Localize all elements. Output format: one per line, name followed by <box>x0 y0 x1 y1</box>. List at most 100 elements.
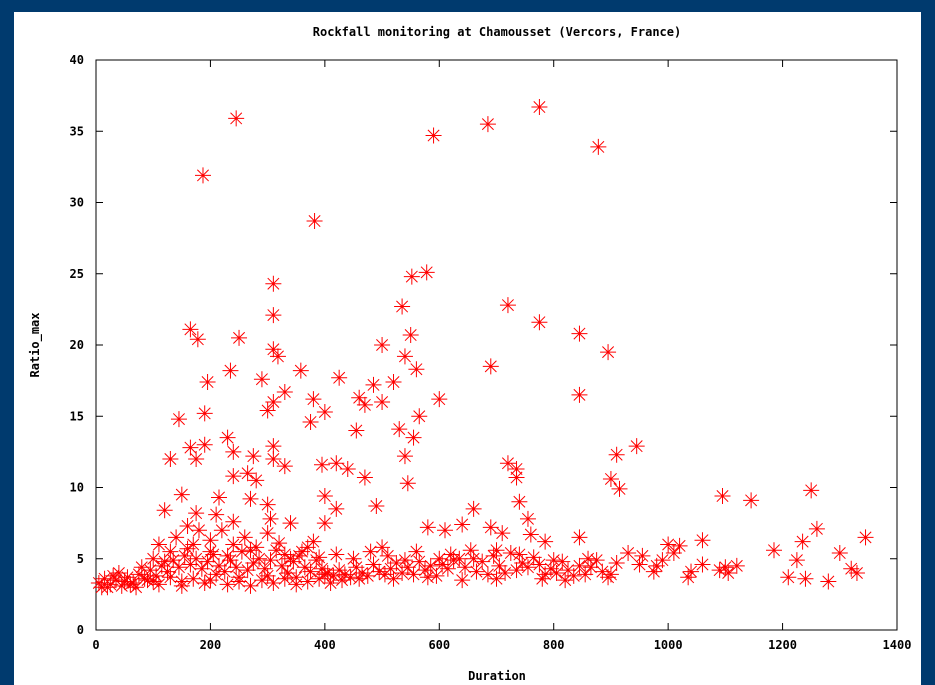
data-point <box>170 411 187 428</box>
data-point <box>316 403 333 420</box>
data-point <box>437 522 454 539</box>
data-point <box>765 542 782 559</box>
data-point <box>202 532 219 549</box>
data-point <box>208 566 225 583</box>
y-tick-label: 30 <box>70 196 84 210</box>
data-point <box>242 577 259 594</box>
data-point <box>514 555 531 572</box>
data-point <box>282 515 299 532</box>
data-point <box>848 565 865 581</box>
data-point <box>265 275 282 292</box>
data-point <box>434 556 451 573</box>
data-point <box>213 522 230 539</box>
data-point <box>525 549 542 566</box>
data-point <box>571 325 588 342</box>
data-point <box>116 573 133 590</box>
data-point <box>531 556 548 573</box>
data-point <box>368 498 385 515</box>
data-point <box>711 562 728 579</box>
data-point <box>376 566 393 583</box>
y-tick-label: 0 <box>77 623 84 637</box>
data-point <box>279 565 296 581</box>
data-point <box>150 576 167 593</box>
data-point <box>594 563 611 580</box>
scatter-chart: Rockfall monitoring at Chamousset (Verco… <box>28 25 911 683</box>
data-point <box>265 394 282 410</box>
data-point <box>356 469 373 486</box>
data-point <box>465 550 482 567</box>
data-point <box>142 562 159 579</box>
data-point <box>328 455 345 472</box>
data-point <box>159 563 176 580</box>
data-point <box>251 550 268 567</box>
data-point <box>499 455 516 472</box>
data-point <box>628 438 645 455</box>
data-point <box>248 472 265 489</box>
data-point <box>482 358 499 375</box>
data-point <box>665 545 682 562</box>
y-axis-label: Ratio_max <box>28 312 43 377</box>
data-point <box>465 500 482 517</box>
data-point <box>182 321 199 338</box>
data-point <box>580 550 597 567</box>
data-point <box>334 572 351 589</box>
data-point <box>162 451 179 467</box>
data-point <box>228 559 245 576</box>
data-point <box>388 555 405 572</box>
data-point <box>196 574 213 591</box>
data-point <box>537 566 554 583</box>
data-point <box>331 562 348 579</box>
data-point <box>208 506 225 523</box>
data-point <box>265 341 282 358</box>
data-point <box>374 539 391 556</box>
data-point <box>354 565 371 581</box>
data-point <box>242 542 259 559</box>
data-point <box>225 468 242 485</box>
data-point <box>305 533 322 550</box>
data-point <box>219 547 236 564</box>
data-point <box>385 570 402 587</box>
data-point <box>479 116 496 133</box>
data-point <box>292 362 309 379</box>
data-point <box>328 546 345 563</box>
data-point <box>342 569 359 586</box>
data-point <box>548 565 565 581</box>
data-point <box>418 264 435 281</box>
data-point <box>645 563 662 580</box>
data-point <box>431 391 448 408</box>
data-point <box>577 566 594 583</box>
data-point <box>408 361 425 378</box>
data-point <box>422 557 439 574</box>
data-point <box>743 492 760 509</box>
data-point <box>130 566 147 583</box>
data-point <box>190 522 207 539</box>
data-point <box>162 569 179 586</box>
data-point <box>485 547 502 564</box>
data-point <box>794 533 811 550</box>
data-point <box>385 374 402 391</box>
data-point <box>153 557 170 574</box>
data-point <box>394 565 411 581</box>
data-point <box>491 557 508 574</box>
data-point <box>680 569 697 586</box>
data-point <box>728 557 745 574</box>
data-point <box>499 297 516 314</box>
y-tick-label: 40 <box>70 53 84 67</box>
data-point <box>439 560 456 577</box>
data-point <box>311 570 328 587</box>
data-point <box>694 556 711 573</box>
data-point <box>857 529 874 546</box>
data-point <box>442 546 459 563</box>
data-point <box>110 565 127 581</box>
data-point <box>502 545 519 562</box>
data-point <box>396 552 413 569</box>
data-point <box>808 520 825 537</box>
data-point <box>259 496 276 513</box>
data-point <box>311 549 328 566</box>
data-point <box>557 572 574 589</box>
data-point <box>588 552 605 569</box>
data-point <box>531 314 548 331</box>
data-point <box>239 562 256 579</box>
data-point <box>545 552 562 569</box>
data-point <box>299 539 316 556</box>
